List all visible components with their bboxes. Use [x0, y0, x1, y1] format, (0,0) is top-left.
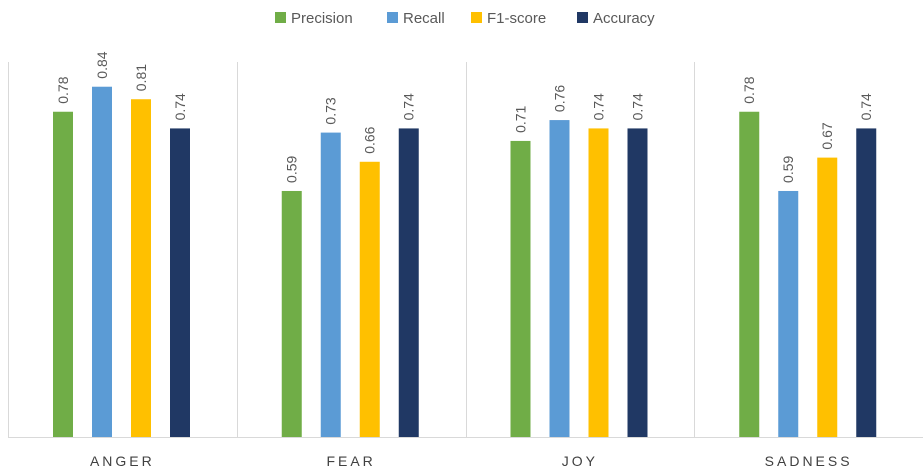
x-tick-label: JOY	[562, 453, 598, 469]
bar-precision-joy	[510, 140, 531, 437]
data-label: 0.74	[591, 93, 607, 120]
data-label: 0.66	[362, 126, 378, 153]
bar-precision-fear	[281, 190, 302, 437]
legend-swatch-0	[275, 12, 286, 23]
legend-label: Precision	[291, 10, 353, 27]
data-label: 0.71	[513, 105, 529, 132]
bar-accuracy-anger	[170, 128, 190, 438]
bar-recall-sadness	[778, 190, 799, 437]
bar-accuracy-fear	[398, 128, 419, 438]
bar-f1-score-joy	[588, 128, 609, 438]
data-label: 0.84	[94, 51, 110, 78]
data-label: 0.67	[819, 122, 835, 149]
plot-area: 0.78 0.84 0.81 0.74 ANGER 0.59 0.73 0.66 0.74 FEA…	[8, 51, 923, 469]
data-label: 0.73	[323, 97, 339, 124]
bar-f1-score-sadness	[817, 157, 838, 438]
data-label: 0.59	[780, 156, 796, 183]
data-label: 0.74	[172, 93, 188, 120]
data-label: 0.76	[552, 85, 568, 112]
data-label: 0.81	[133, 64, 149, 91]
bar-accuracy-joy	[627, 128, 648, 438]
bar-accuracy-sadness	[856, 128, 877, 438]
legend-label: Accuracy	[593, 10, 655, 27]
legend-swatch-3	[577, 12, 588, 23]
legend-swatch-2	[471, 12, 482, 23]
x-tick-label: ANGER	[90, 453, 155, 469]
data-label: 0.74	[630, 93, 646, 120]
data-label: 0.78	[55, 76, 71, 103]
legend-label: F1-score	[487, 10, 546, 27]
bar-recall-anger	[92, 86, 112, 437]
bar-f1-score-fear	[359, 161, 380, 437]
legend-swatch-1	[387, 12, 398, 23]
data-label: 0.78	[741, 76, 757, 103]
bar-precision-sadness	[739, 111, 760, 438]
legend-label: Recall	[403, 10, 445, 27]
bar-f1-score-anger	[131, 99, 151, 437]
bar-recall-fear	[320, 132, 341, 437]
bar-recall-joy	[549, 120, 570, 437]
data-label: 0.59	[284, 156, 300, 183]
bar-precision-anger	[53, 111, 73, 438]
data-label: 0.74	[858, 93, 874, 120]
x-tick-label: FEAR	[326, 453, 375, 469]
x-tick-label: SADNESS	[765, 453, 853, 469]
data-label: 0.74	[401, 93, 417, 120]
legend: Precision Recall F1-score Accuracy	[275, 10, 655, 27]
